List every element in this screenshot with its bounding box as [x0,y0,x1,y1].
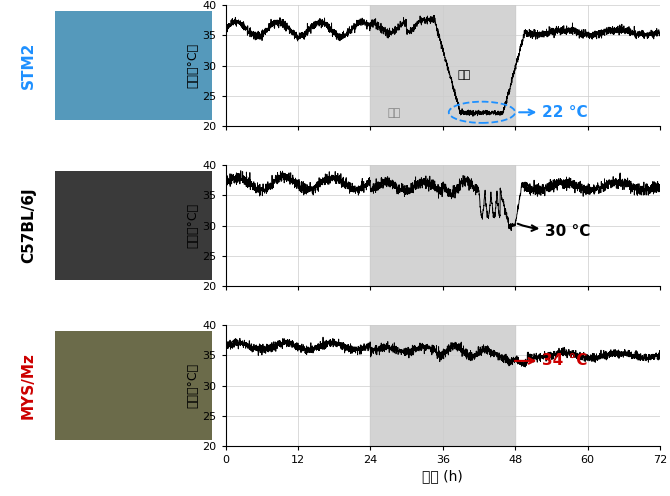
Text: 22 °C: 22 °C [542,105,588,120]
Y-axis label: 体温（°C）: 体温（°C） [187,43,200,88]
Text: 34 °C: 34 °C [542,354,588,369]
Bar [55,331,212,440]
Y-axis label: 体温（°C）: 体温（°C） [187,363,200,408]
Text: 休眠: 休眠 [457,70,470,80]
Bar [371,5,515,126]
Text: 飢餓: 飢餓 [388,108,401,118]
Bar [55,171,212,280]
Text: 30 °C: 30 °C [545,224,591,239]
Y-axis label: 体温（°C）: 体温（°C） [187,203,200,248]
Text: STM2: STM2 [21,42,36,89]
Bar [371,325,515,446]
X-axis label: 時間 (h): 時間 (h) [422,470,463,484]
Text: MYS/Mz: MYS/Mz [21,352,36,419]
Bar [371,165,515,286]
Text: C57BL/6J: C57BL/6J [21,188,36,263]
Bar [55,11,212,120]
